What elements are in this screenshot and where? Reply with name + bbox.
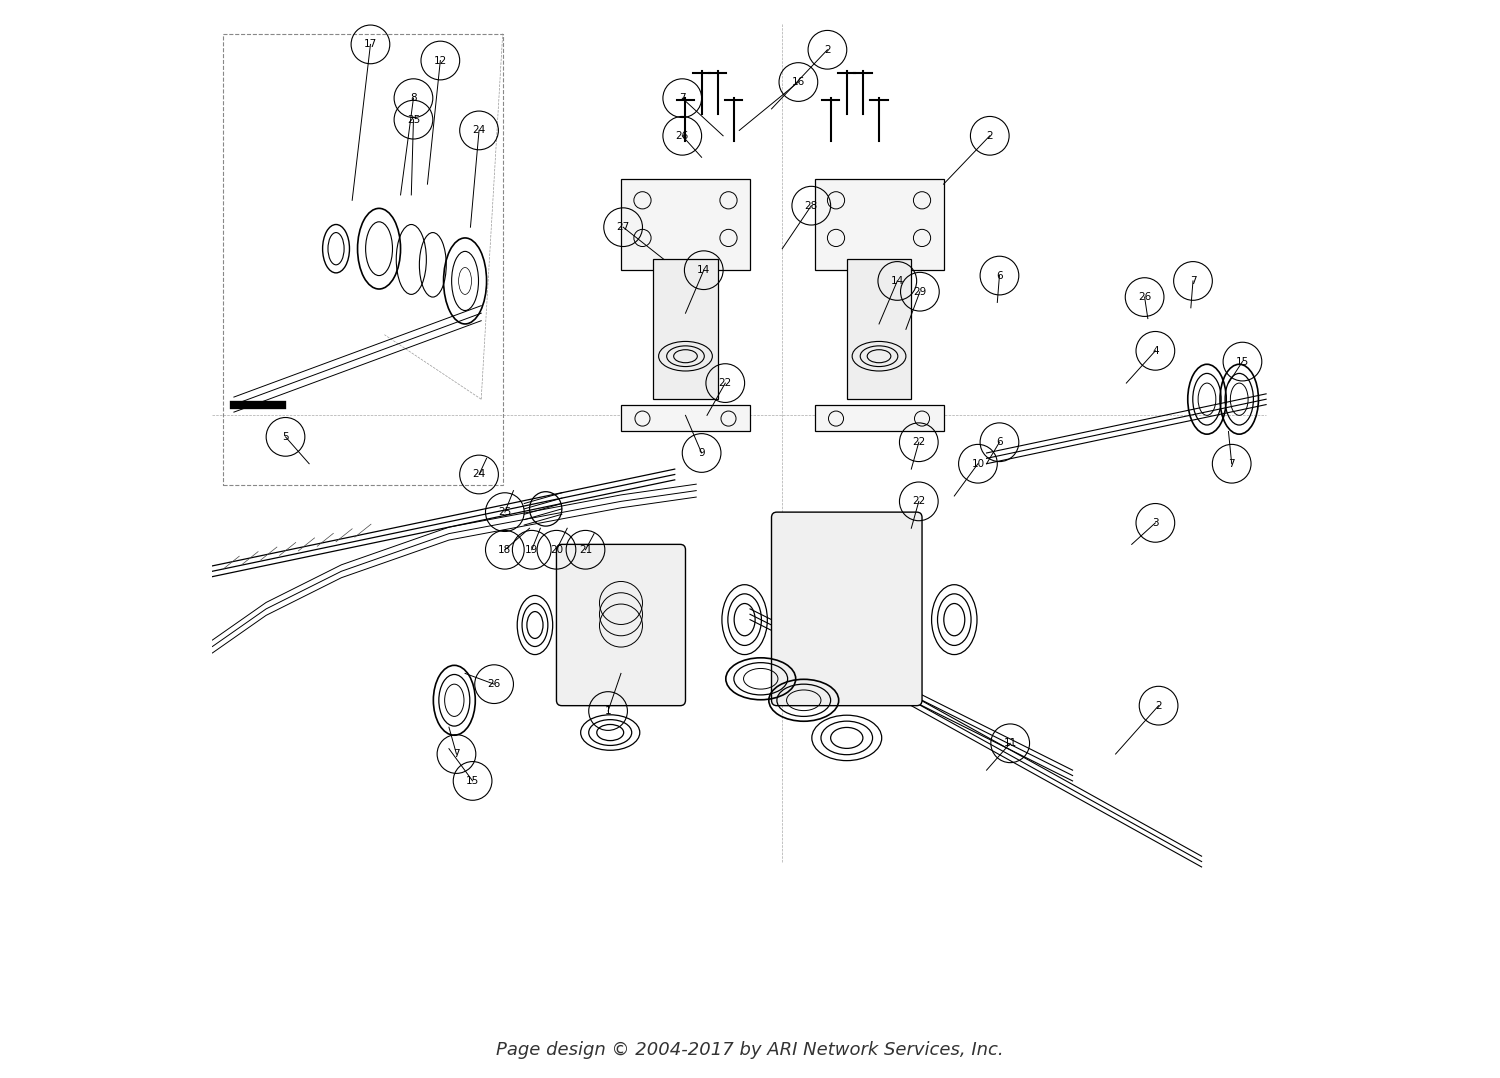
Text: 7: 7 <box>453 749 460 759</box>
Text: 1: 1 <box>604 706 612 716</box>
Text: 3: 3 <box>1152 517 1158 528</box>
Text: 25: 25 <box>406 114 420 125</box>
Text: 20: 20 <box>550 544 562 555</box>
Text: 25: 25 <box>498 507 512 517</box>
Text: 4: 4 <box>1152 346 1158 356</box>
Bar <box>621 404 750 431</box>
Bar <box>847 260 912 399</box>
Text: 12: 12 <box>433 56 447 66</box>
Bar <box>815 404 944 431</box>
Text: 16: 16 <box>792 77 806 87</box>
Bar <box>224 33 503 485</box>
Text: 21: 21 <box>579 544 592 555</box>
Text: 22: 22 <box>912 438 926 447</box>
Text: 10: 10 <box>972 459 984 469</box>
Text: 26: 26 <box>1138 292 1150 302</box>
Text: 5: 5 <box>282 432 290 442</box>
Text: 22: 22 <box>912 496 926 507</box>
Text: 19: 19 <box>525 544 538 555</box>
Text: 9: 9 <box>699 448 705 458</box>
Text: 18: 18 <box>498 544 512 555</box>
Text: 17: 17 <box>364 40 376 50</box>
Text: 27: 27 <box>616 222 630 232</box>
Text: 14: 14 <box>698 265 711 275</box>
Text: 7: 7 <box>1228 459 1234 469</box>
FancyBboxPatch shape <box>556 544 686 706</box>
Text: 2: 2 <box>1155 701 1162 710</box>
Text: 14: 14 <box>891 276 904 286</box>
Text: 11: 11 <box>1004 738 1017 748</box>
Text: Page design © 2004-2017 by ARI Network Services, Inc.: Page design © 2004-2017 by ARI Network S… <box>496 1040 1004 1059</box>
Text: 28: 28 <box>804 201 818 210</box>
Text: 15: 15 <box>466 776 478 786</box>
Bar <box>652 260 717 399</box>
Text: 22: 22 <box>718 378 732 388</box>
Bar <box>815 179 944 271</box>
Text: 8: 8 <box>410 93 417 103</box>
Bar <box>621 179 750 271</box>
Text: 15: 15 <box>1236 357 1250 367</box>
Text: 6: 6 <box>996 271 1004 280</box>
Text: 26: 26 <box>488 679 501 689</box>
FancyBboxPatch shape <box>771 512 922 706</box>
Text: 24: 24 <box>472 125 486 136</box>
Text: 24: 24 <box>472 470 486 480</box>
Text: 6: 6 <box>996 438 1004 447</box>
Text: 2: 2 <box>987 130 993 141</box>
Text: 26: 26 <box>675 130 688 141</box>
Text: 2: 2 <box>824 45 831 55</box>
Text: 7: 7 <box>680 93 686 103</box>
Text: 7: 7 <box>1190 276 1197 286</box>
Text: 29: 29 <box>914 287 927 296</box>
